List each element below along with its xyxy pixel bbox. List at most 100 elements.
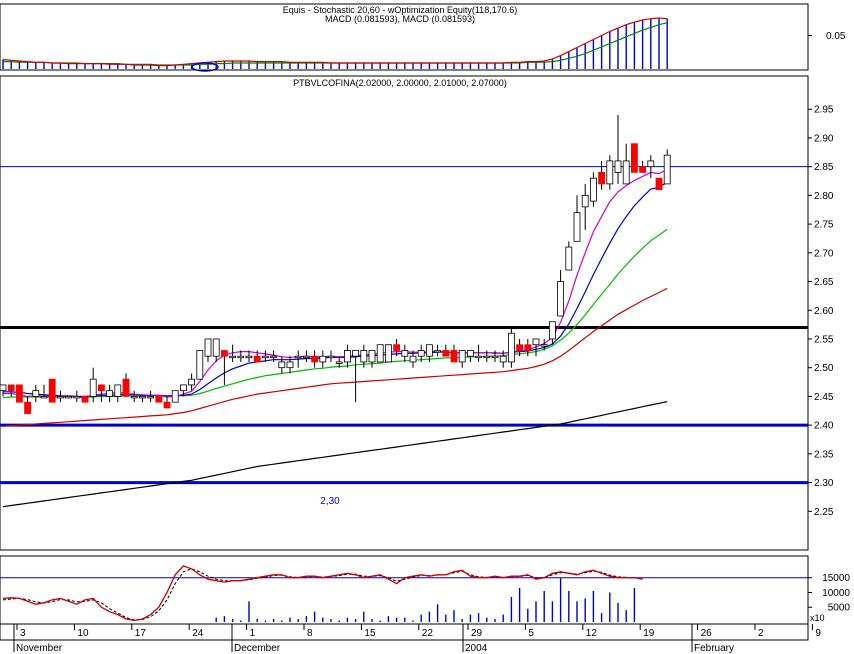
x-day-label: 19 <box>643 628 655 639</box>
x-day-label: 3 <box>20 628 26 639</box>
candle-body <box>196 350 204 380</box>
candle-body <box>458 350 466 363</box>
candle-body <box>89 378 97 397</box>
candle-body <box>466 350 474 357</box>
macd-crossover-marker <box>191 62 219 72</box>
macd-title-line2: MACD (0.081593), MACD (0.081593) <box>325 14 475 24</box>
candle-body <box>663 154 671 185</box>
price-tick-label: 2.25 <box>814 507 834 518</box>
candle-body <box>319 355 327 363</box>
price-title: PTBVLCOFINA(2.02000, 2.00000, 2.01000, 2… <box>293 78 507 88</box>
candle-body <box>499 355 507 363</box>
stoch-tick-label: 15000 <box>822 573 850 584</box>
support-annotation: 2,30 <box>320 496 340 507</box>
macd-layer: 0.05 <box>2 17 846 69</box>
candle-body <box>647 160 655 168</box>
ma-fast-line <box>3 168 668 399</box>
candle-body <box>598 172 605 185</box>
candle-body <box>532 338 540 346</box>
x-day-label: 9 <box>815 628 821 639</box>
x-month-label: November <box>16 643 63 654</box>
candle-body <box>434 350 442 353</box>
x-day-label: 2 <box>758 628 764 639</box>
candle-body <box>540 344 548 347</box>
price-layer: 2.95 2.90 2.85 2.80 2.75 2.70 2.65 2.60 2.55 2.50… <box>0 105 834 518</box>
candle-body <box>81 396 89 403</box>
candle-body <box>549 321 556 340</box>
candle-body <box>393 344 401 351</box>
candle-body <box>130 396 138 399</box>
candle-body <box>278 361 286 369</box>
x-month-label: February <box>694 643 734 654</box>
macd-line <box>2 17 668 67</box>
x-axis-frame <box>0 623 809 641</box>
candle-body <box>253 355 261 363</box>
candle-body <box>352 350 360 357</box>
macd-tick-label: 0.05 <box>826 31 846 42</box>
macd-panel-frame <box>0 3 809 71</box>
candle-body <box>557 281 564 317</box>
price-tick-label: 2.65 <box>814 277 834 288</box>
candle-body <box>368 350 376 363</box>
candle-body <box>516 344 523 351</box>
stoch-scale-label: x10 <box>810 613 825 623</box>
x-day-label: 22 <box>422 628 434 639</box>
candle-body <box>491 355 499 359</box>
candle-body <box>138 396 146 399</box>
candle-body <box>311 355 319 363</box>
candle-body <box>155 396 163 403</box>
candle-body <box>106 390 113 397</box>
candle-body <box>327 355 335 359</box>
candle-body <box>343 350 351 363</box>
candle-body <box>622 160 630 185</box>
candle-body <box>15 384 23 403</box>
x-day-label: 15 <box>364 628 376 639</box>
candle-body <box>631 143 638 173</box>
candle-body <box>24 401 32 415</box>
candle-body <box>122 378 130 397</box>
stoch-tick-label: 5000 <box>828 603 851 614</box>
candle-body <box>483 355 491 359</box>
ma-long-line <box>2 287 668 427</box>
x-day-label: 10 <box>77 628 89 639</box>
candle-body <box>163 401 171 409</box>
price-tick-label: 2.35 <box>814 449 834 460</box>
candle-body <box>606 160 614 185</box>
candle-body <box>573 212 581 242</box>
candle-body <box>220 350 228 357</box>
candle-body <box>302 355 310 359</box>
x-day-label: 26 <box>701 628 713 639</box>
price-tick-label: 2.50 <box>814 363 834 374</box>
price-tick-label: 2.60 <box>814 306 834 317</box>
candle-body <box>114 384 122 397</box>
x-day-label: 5 <box>528 628 534 639</box>
candle-body <box>401 350 409 357</box>
candle-body <box>475 355 483 359</box>
candle-body <box>245 355 253 359</box>
candle-body <box>237 355 245 359</box>
candle-body <box>147 396 155 399</box>
price-tick-label: 2.75 <box>814 220 834 231</box>
x-month-label: 2004 <box>465 643 488 654</box>
candle-body <box>40 396 48 399</box>
candle-body <box>73 396 81 399</box>
candle-body <box>204 338 212 357</box>
stoch-d-line <box>2 568 643 621</box>
price-tick-label: 2.80 <box>814 191 834 202</box>
candle-body <box>425 344 433 357</box>
candle-body <box>655 177 663 191</box>
price-tick-label: 2.45 <box>814 392 834 403</box>
candle-body <box>261 355 269 359</box>
price-tick-label: 2.70 <box>814 248 834 259</box>
candle-body <box>409 355 417 363</box>
candle-body <box>335 361 343 364</box>
x-day-label: 17 <box>135 628 147 639</box>
candle-body <box>590 177 597 202</box>
price-tick-label: 2.55 <box>814 334 834 345</box>
candle-body <box>360 350 368 363</box>
candle-body <box>270 355 278 359</box>
candle-body <box>7 384 15 392</box>
price-tick-label: 2.90 <box>814 133 834 144</box>
price-tick-label: 2.30 <box>814 478 834 489</box>
